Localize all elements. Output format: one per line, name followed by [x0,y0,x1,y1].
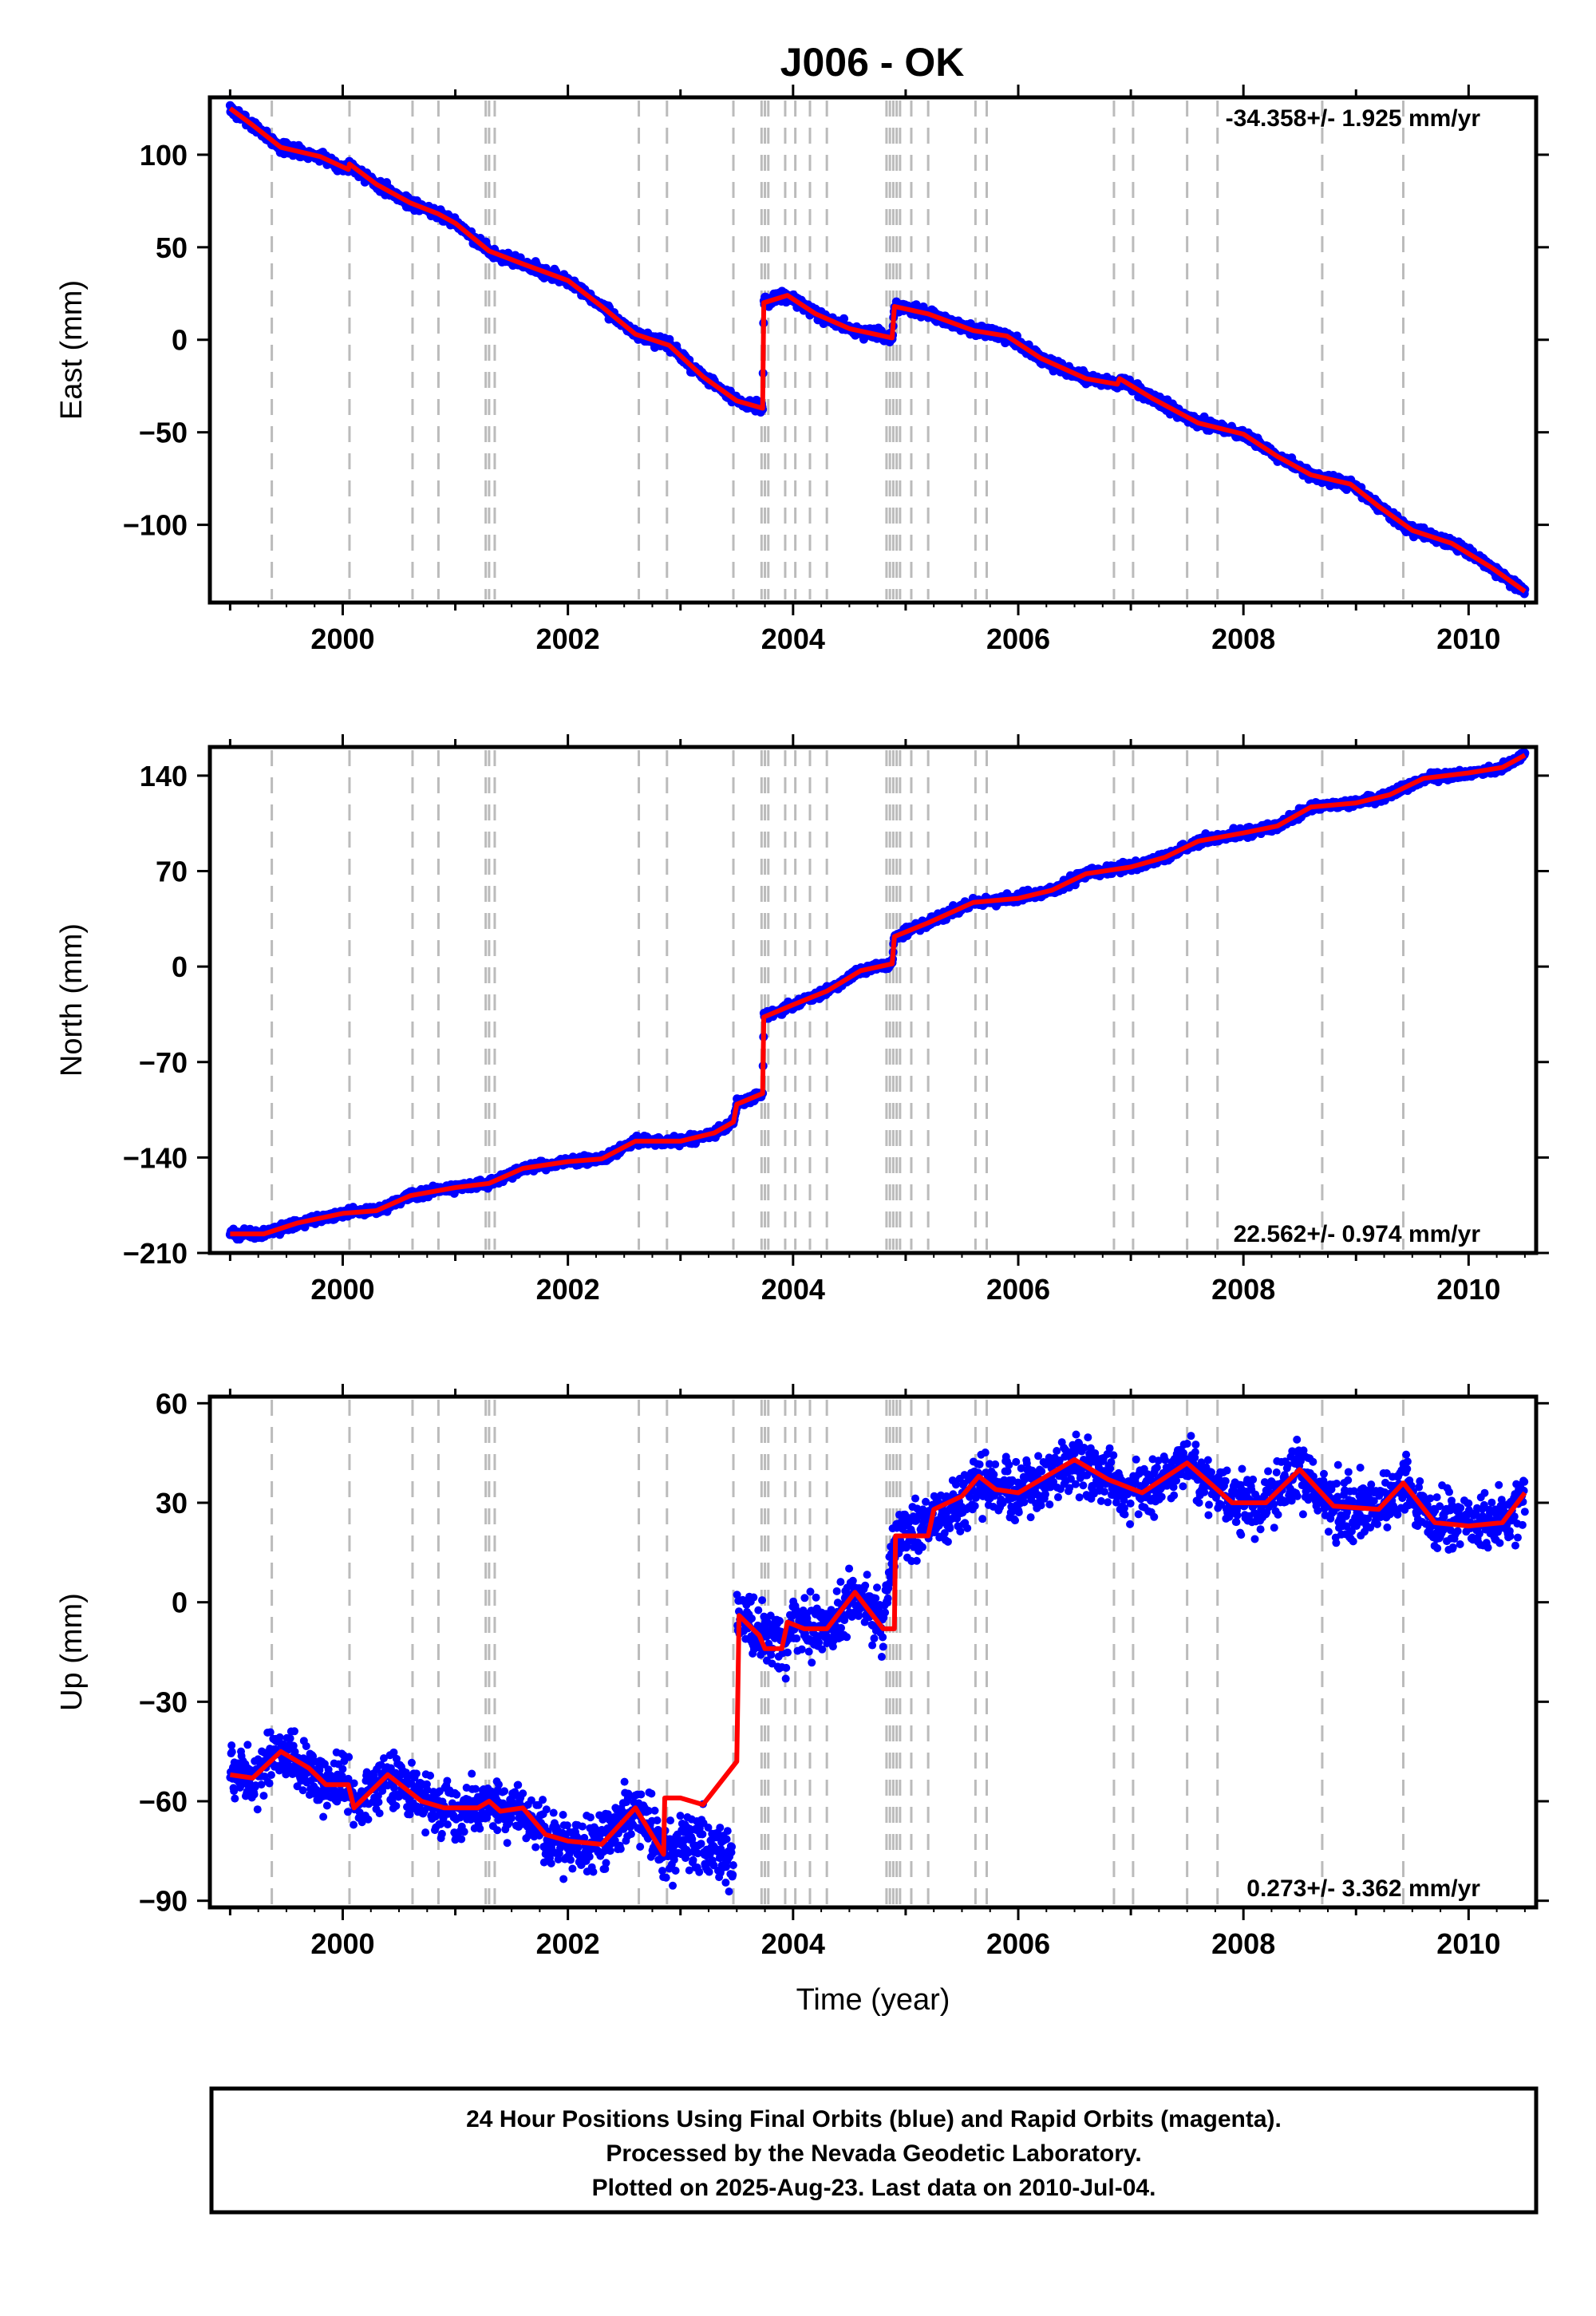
y-tick-label: 0 [172,324,188,357]
x-tick-label: 2008 [1211,622,1275,655]
y-tick-label: 100 [140,139,188,172]
data-point [839,314,849,323]
panel-1: 100 50 0 −50 −100 2000 2002 2004 2006 2008 2010 Eas… [55,85,1549,655]
x-tick-label: 2002 [536,622,600,655]
x-tick-label: 2010 [1436,622,1500,655]
y-axis-label: East (mm) [55,280,89,420]
data-points [225,748,1530,1244]
y-tick-label: −100 [123,509,188,542]
x-tick-label: 2004 [761,622,825,655]
model-line [228,106,1527,594]
plot-frame [207,95,1539,605]
rate-label: -34.358+/- 1.925 mm/yr [1226,105,1481,132]
x-tick-label: 2006 [986,622,1050,655]
figure-title: J006 - OK [780,40,965,85]
y-tick-label: −50 [139,417,188,449]
data-points [225,101,1530,599]
panels-group: 100 50 0 −50 −100 2000 2002 2004 2006 2008 2010 Eas… [55,85,1549,2017]
x-tick-label: 2000 [310,622,374,655]
y-tick-label: 50 [156,231,188,264]
